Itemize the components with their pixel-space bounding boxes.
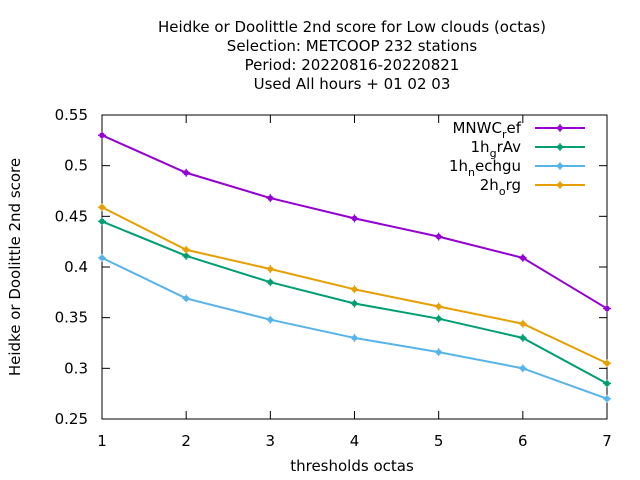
title-line: Heidke or Doolittle 2nd score for Low cl… bbox=[158, 18, 546, 36]
data-point bbox=[266, 265, 275, 274]
legend-item: 1hnechgu bbox=[449, 157, 585, 179]
title-line: Period: 20220816-20220821 bbox=[245, 56, 460, 74]
legend-label: 1hnechgu bbox=[449, 157, 521, 179]
data-point bbox=[266, 315, 275, 324]
data-point bbox=[350, 285, 359, 294]
series-4 bbox=[98, 203, 611, 368]
x-axis-label: thresholds octas bbox=[290, 457, 414, 475]
title-line: Selection: METCOOP 232 stations bbox=[227, 37, 478, 55]
y-tick-label: 0.5 bbox=[64, 157, 88, 175]
x-tick-label: 5 bbox=[434, 432, 444, 450]
y-axis-label: Heidke or Doolittle 2nd score bbox=[6, 158, 24, 376]
data-point bbox=[603, 359, 611, 368]
y-tick-label: 0.4 bbox=[64, 258, 88, 276]
data-point bbox=[98, 203, 106, 212]
data-point bbox=[434, 314, 443, 323]
series-2 bbox=[98, 217, 611, 388]
data-point bbox=[98, 217, 106, 226]
series-1 bbox=[98, 131, 611, 313]
data-point bbox=[518, 319, 527, 328]
y-tick-label: 0.45 bbox=[55, 207, 88, 225]
x-tick-label: 6 bbox=[518, 432, 528, 450]
data-point bbox=[556, 162, 564, 170]
legend-label: 1hgrAv bbox=[471, 138, 522, 160]
data-point bbox=[556, 181, 564, 189]
legend-item: 2horg bbox=[480, 176, 585, 198]
data-point bbox=[603, 379, 611, 388]
data-point bbox=[350, 299, 359, 308]
y-tick-label: 0.3 bbox=[64, 359, 88, 377]
data-point bbox=[434, 232, 443, 241]
data-point bbox=[98, 131, 106, 140]
legend-item: MNWCref bbox=[452, 119, 585, 141]
series-3 bbox=[98, 253, 611, 403]
legend-item: 1hgrAv bbox=[471, 138, 585, 160]
series-group bbox=[98, 131, 611, 403]
data-point bbox=[434, 302, 443, 311]
data-point bbox=[98, 253, 106, 262]
x-tick-label: 3 bbox=[266, 432, 276, 450]
y-tick-label: 0.25 bbox=[55, 410, 88, 428]
data-point bbox=[603, 394, 611, 403]
legend-label: MNWCref bbox=[452, 119, 521, 141]
data-point bbox=[182, 245, 191, 254]
data-point bbox=[266, 278, 275, 287]
x-tick-label: 4 bbox=[350, 432, 360, 450]
plot-border bbox=[101, 114, 608, 420]
data-point bbox=[266, 194, 275, 203]
data-point bbox=[603, 304, 611, 313]
data-point bbox=[556, 124, 564, 132]
data-point bbox=[182, 168, 191, 177]
data-point bbox=[434, 348, 443, 357]
data-point bbox=[350, 214, 359, 223]
plot-area: 0.25 0.3 0.35 0.4 0.45 0.5 0.55 1 2 3 4 5 6 7 bbox=[55, 106, 612, 450]
data-point bbox=[556, 143, 564, 151]
data-point bbox=[518, 253, 527, 262]
x-tick-label: 2 bbox=[181, 432, 191, 450]
legend-label: 2horg bbox=[480, 176, 521, 198]
data-point bbox=[350, 333, 359, 342]
x-tick-label: 7 bbox=[602, 432, 612, 450]
chart-title: Heidke or Doolittle 2nd score for Low cl… bbox=[158, 18, 546, 93]
y-tick-label: 0.55 bbox=[55, 106, 88, 124]
title-line: Used All hours + 01 02 03 bbox=[254, 75, 451, 93]
x-tick-label: 1 bbox=[97, 432, 107, 450]
data-point bbox=[518, 333, 527, 342]
data-point bbox=[518, 364, 527, 373]
y-tick-label: 0.35 bbox=[55, 309, 88, 327]
data-point bbox=[182, 294, 191, 303]
